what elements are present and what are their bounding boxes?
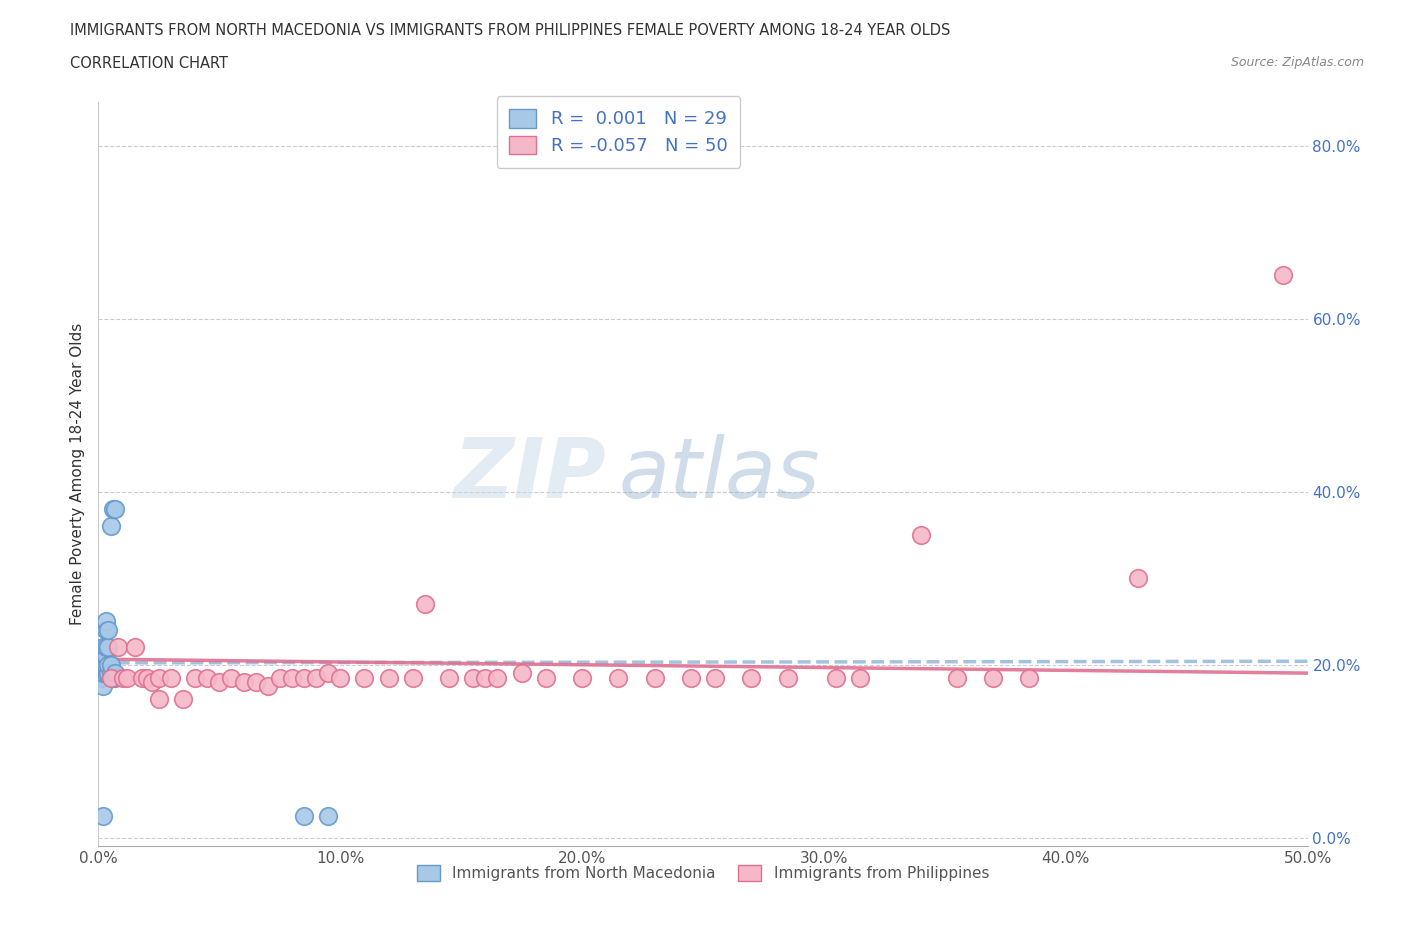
Point [245, 674, 267, 689]
Text: atlas: atlas [619, 433, 820, 515]
Point [94, 658, 117, 672]
Point [329, 671, 352, 685]
Point [195, 671, 218, 685]
Point [946, 671, 969, 685]
Point [1128, 571, 1150, 586]
Point [94, 640, 117, 655]
Point [117, 671, 139, 685]
Point [232, 674, 254, 689]
Point [644, 671, 666, 685]
Point [135, 671, 157, 685]
Point [534, 671, 557, 685]
Point [91, 679, 114, 694]
Point [141, 674, 163, 689]
Point [463, 671, 485, 685]
Point [100, 658, 122, 672]
Point [704, 671, 727, 685]
Point [91, 808, 114, 823]
Point [208, 674, 231, 689]
Point [256, 679, 278, 694]
Point [316, 666, 339, 681]
Point [91, 640, 114, 655]
Point [437, 671, 460, 685]
Point [269, 671, 291, 685]
Point [292, 671, 315, 685]
Point [910, 527, 932, 542]
Point [107, 640, 129, 655]
Point [221, 671, 243, 685]
Text: IMMIGRANTS FROM NORTH MACEDONIA VS IMMIGRANTS FROM PHILIPPINES FEMALE POVERTY AM: IMMIGRANTS FROM NORTH MACEDONIA VS IMMIG… [70, 23, 950, 38]
Text: Source: ZipAtlas.com: Source: ZipAtlas.com [1230, 56, 1364, 69]
Point [148, 692, 170, 707]
Point [94, 666, 117, 681]
Point [90, 671, 112, 685]
Point [849, 671, 872, 685]
Point [131, 671, 153, 685]
Point [94, 614, 117, 629]
Point [94, 648, 117, 663]
Point [679, 671, 702, 685]
Point [91, 666, 114, 681]
Point [172, 692, 194, 707]
Point [377, 671, 399, 685]
Point [111, 671, 134, 685]
Y-axis label: Female Poverty Among 18-24 Year Olds: Female Poverty Among 18-24 Year Olds [69, 324, 84, 625]
Point [94, 661, 117, 676]
Point [97, 640, 120, 655]
Point [413, 597, 436, 612]
Point [97, 658, 120, 672]
Point [825, 671, 848, 685]
Point [97, 666, 120, 681]
Point [981, 671, 1004, 685]
Point [510, 666, 533, 681]
Point [776, 671, 799, 685]
Point [607, 671, 630, 685]
Point [402, 671, 425, 685]
Point [292, 808, 315, 823]
Point [1018, 671, 1040, 685]
Point [281, 671, 304, 685]
Point [184, 671, 207, 685]
Point [90, 666, 112, 681]
Point [101, 671, 124, 685]
Point [94, 622, 117, 637]
Point [104, 666, 127, 681]
Point [100, 666, 122, 681]
Legend: Immigrants from North Macedonia, Immigrants from Philippines: Immigrants from North Macedonia, Immigra… [411, 858, 995, 887]
Point [91, 658, 114, 672]
Point [100, 519, 122, 534]
Point [101, 501, 124, 516]
Point [305, 671, 328, 685]
Point [1272, 268, 1295, 283]
Point [104, 501, 127, 516]
Point [104, 671, 127, 685]
Point [353, 671, 375, 685]
Point [486, 671, 509, 685]
Point [740, 671, 762, 685]
Point [160, 671, 183, 685]
Point [571, 671, 593, 685]
Point [124, 640, 146, 655]
Point [97, 622, 120, 637]
Text: CORRELATION CHART: CORRELATION CHART [70, 56, 228, 71]
Point [316, 808, 339, 823]
Text: ZIP: ZIP [454, 433, 606, 515]
Point [474, 671, 496, 685]
Point [148, 671, 170, 685]
Point [90, 658, 112, 672]
Point [100, 671, 122, 685]
